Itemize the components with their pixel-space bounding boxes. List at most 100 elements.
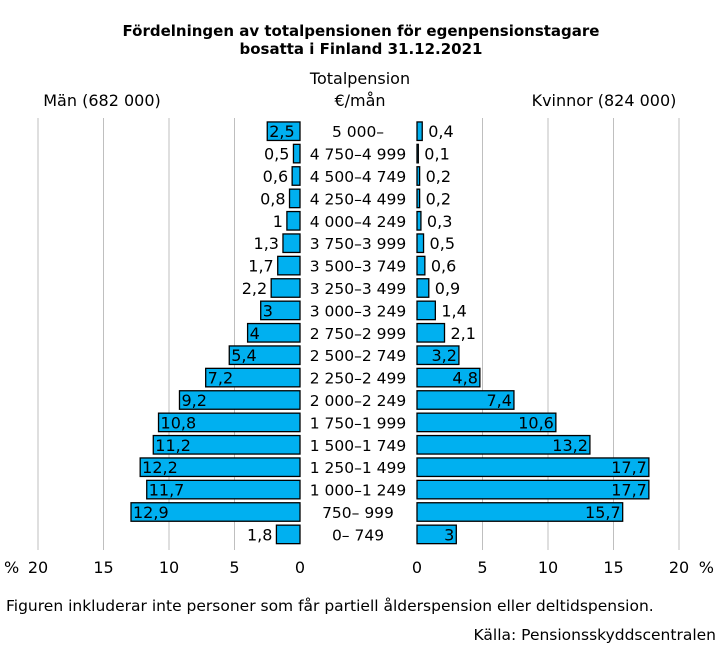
bar-men (157, 412, 301, 433)
category-label: 5 000– (332, 123, 384, 141)
category-label: 4 750–4 999 (310, 146, 407, 164)
bar-women (416, 233, 425, 254)
data-label-women: 7,4 (486, 391, 511, 410)
data-label-women: 0,6 (431, 257, 456, 276)
category-label: 3 250–3 499 (310, 280, 407, 298)
data-label-men: 5,4 (231, 346, 256, 365)
tick-label-right: 5 (477, 558, 487, 577)
data-label-women: 0,3 (427, 212, 452, 231)
bar-women (416, 255, 426, 276)
data-label-women: 3 (444, 525, 454, 544)
bar-men (228, 345, 301, 366)
category-label: 2 250–2 499 (310, 370, 407, 388)
data-label-women: 2,1 (451, 324, 476, 343)
chart-title-line1: Fördelningen av totalpensionen för egenp… (123, 22, 600, 40)
data-label-women: 3,2 (431, 346, 456, 365)
bar-men (260, 300, 301, 321)
tick-label-right: 15 (603, 558, 623, 577)
data-label-men: 12,9 (133, 503, 169, 522)
bar-men (246, 322, 301, 343)
chart-title-line2: bosatta i Finland 31.12.2021 (239, 40, 482, 58)
data-label-women: 15,7 (585, 503, 621, 522)
data-label-men: 7,2 (208, 369, 233, 388)
data-label-men: 2,2 (242, 279, 267, 298)
bar-women (416, 345, 460, 366)
data-label-women: 13,2 (552, 436, 588, 455)
bar-women (416, 502, 624, 522)
category-label: 1 500–1 749 (310, 437, 407, 455)
bar-women (416, 390, 515, 410)
category-label: 1 000–1 249 (310, 482, 407, 500)
category-label: 2 000–2 249 (310, 392, 407, 410)
source-note: Källa: Pensionsskyddscentralen (474, 626, 717, 644)
tick-label-left: 20 (28, 558, 48, 577)
tick-label-right: 0 (412, 558, 422, 577)
data-label-men: 0,5 (264, 145, 289, 164)
data-label-men: 3 (263, 301, 273, 320)
bar-women (416, 479, 650, 500)
data-label-women: 0,4 (428, 122, 453, 141)
bar-women (416, 166, 421, 186)
bar-men (282, 233, 301, 254)
category-label: 1 250–1 499 (310, 459, 407, 477)
bar-women (416, 210, 422, 231)
data-label-men: 1,3 (254, 234, 279, 253)
men-label: Män (682 000) (43, 91, 160, 110)
category-label: 1 750–1 999 (310, 414, 407, 432)
data-label-men: 10,8 (161, 413, 197, 432)
bar-men (292, 143, 301, 164)
footnote: Figuren inkluderar inte personer som får… (6, 597, 654, 615)
bar-men (139, 457, 301, 478)
bar-men (146, 479, 301, 500)
category-label: 750– 999 (322, 504, 394, 522)
bar-men (277, 255, 301, 276)
women-label: Kvinnor (824 000) (532, 91, 677, 110)
x-axis-ticks: 0 0 5 5 10 10 15 15 20 20%% (4, 558, 714, 577)
tick-label-left: 0 (295, 558, 305, 577)
category-label: 2 500–2 749 (310, 347, 407, 365)
bar-women (416, 457, 650, 478)
bar-men (275, 524, 301, 545)
category-label: 3 750–3 999 (310, 235, 407, 253)
bar-men (286, 210, 301, 231)
data-label-women: 4,8 (452, 369, 477, 388)
bar-women (416, 300, 436, 321)
unit-label-right: % (699, 558, 714, 577)
data-label-women: 0,5 (430, 234, 455, 253)
data-label-women: 17,7 (611, 458, 647, 477)
bar-women (416, 278, 430, 298)
bar-men (288, 188, 301, 209)
data-label-men: 0,6 (263, 167, 288, 186)
tick-label-left: 5 (229, 558, 239, 577)
bar-men (152, 434, 301, 455)
bar-women (416, 434, 591, 455)
bar-men (205, 367, 301, 388)
bar-women (416, 143, 419, 164)
category-label: 3 500–3 749 (310, 258, 407, 276)
center-header-line2: €/mån (334, 91, 385, 110)
category-label: 4 250–4 499 (310, 190, 407, 208)
category-label: 2 750–2 999 (310, 325, 407, 343)
bar-women (416, 412, 557, 433)
data-label-men: 1 (273, 212, 283, 231)
bar-men (130, 502, 301, 522)
data-label-women: 10,6 (518, 413, 554, 432)
bar-women (416, 367, 481, 388)
category-label: 4 000–4 249 (310, 213, 407, 231)
data-label-men: 11,2 (155, 436, 191, 455)
labels: 2,5 0,4 5 000– 0,5 0,1 4 750–4 999 0,6 0,2 4 500… (133, 122, 647, 544)
data-label-men: 11,7 (149, 481, 185, 500)
center-header-line1: Totalpension (309, 69, 410, 88)
bar-women (416, 322, 446, 343)
category-label: 3 000–3 249 (310, 302, 407, 320)
tick-label-left: 15 (93, 558, 113, 577)
bar-men (270, 278, 301, 298)
category-label: 4 500–4 749 (310, 168, 407, 186)
data-label-men: 2,5 (269, 122, 294, 141)
tick-label-right: 10 (538, 558, 558, 577)
data-label-men: 12,2 (142, 458, 178, 477)
data-label-men: 0,8 (260, 189, 285, 208)
data-label-women: 0,2 (426, 189, 451, 208)
bars (130, 121, 650, 545)
